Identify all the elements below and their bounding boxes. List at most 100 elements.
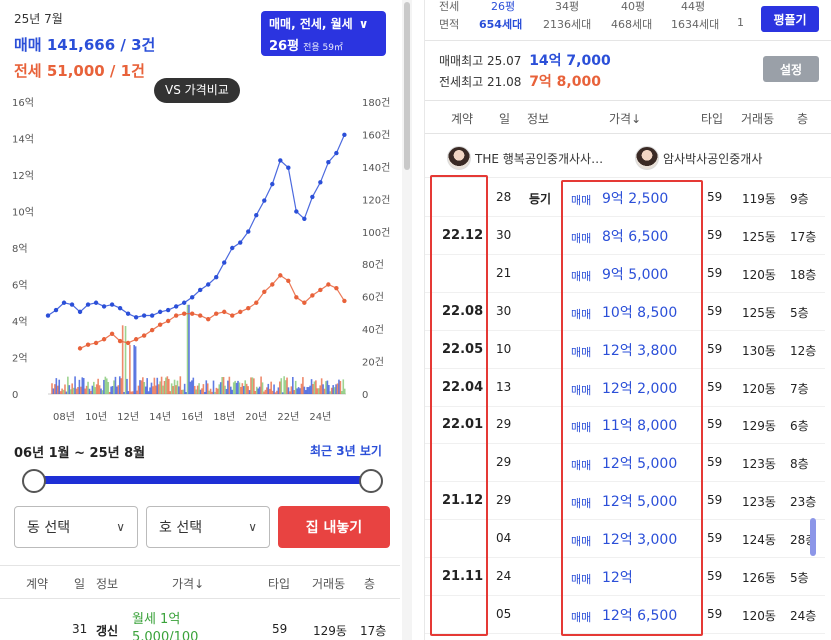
table-row[interactable]: 21.11 24 매매 12억 59 126동 5층 <box>425 558 825 596</box>
sale-point[interactable] <box>77 309 83 315</box>
col-day[interactable]: 일 <box>74 577 86 591</box>
sale-point[interactable] <box>262 198 267 203</box>
sale-point[interactable] <box>101 304 107 309</box>
sale-point[interactable] <box>45 313 51 318</box>
jeonse-point[interactable] <box>198 313 203 318</box>
sale-point[interactable] <box>165 307 171 313</box>
jeonse-point[interactable] <box>133 337 139 342</box>
sale-point[interactable] <box>157 309 163 315</box>
col-type[interactable]: 타입 <box>268 577 291 591</box>
agent-1[interactable]: THE 행복공인중개사사… <box>447 146 603 170</box>
jeonse-point[interactable] <box>310 293 315 298</box>
sale-point[interactable] <box>302 216 307 221</box>
col-dong[interactable]: 거래동 <box>741 112 775 126</box>
sale-point[interactable] <box>69 302 75 307</box>
table-row[interactable]: 22.08 30 매매 10억 8,500 59 125동 5층 <box>425 293 825 331</box>
period-slider-track[interactable] <box>34 476 372 484</box>
table-row[interactable]: 21 매매 9억 5,000 59 120동 18층 <box>425 255 825 293</box>
jeonse-point[interactable] <box>125 340 131 346</box>
table-row[interactable]: 05 매매 12억 6,500 59 120동 24층 <box>425 596 825 634</box>
jeonse-point[interactable] <box>286 278 291 284</box>
table-row[interactable]: 31 갱신 월세 1억 5,000/100 59 129동 17층 <box>0 600 400 640</box>
sale-point[interactable] <box>270 181 275 187</box>
jeonse-point[interactable] <box>238 309 243 315</box>
sale-point[interactable] <box>109 302 115 307</box>
sale-point[interactable] <box>214 275 219 280</box>
jeonse-point[interactable] <box>294 295 299 300</box>
jeonse-point[interactable] <box>173 313 179 318</box>
vs-compare-button[interactable]: VS 가격비교 <box>154 78 240 103</box>
table-row[interactable]: 22.04 13 매매 12억 2,000 59 120동 7층 <box>425 369 825 407</box>
sale-point[interactable] <box>53 307 59 313</box>
ho-select[interactable]: 호 선택 ∨ <box>146 506 270 548</box>
jeonse-point[interactable] <box>254 300 259 305</box>
sale-point[interactable] <box>198 287 203 293</box>
col-floor[interactable]: 층 <box>364 577 376 591</box>
jeonse-point[interactable] <box>334 285 339 291</box>
jeonse-point[interactable] <box>117 338 123 344</box>
left-scrollbar[interactable] <box>402 0 412 640</box>
table-row[interactable]: 22.05 10 매매 12억 3,800 59 130동 12층 <box>425 331 825 369</box>
sale-point[interactable] <box>141 313 147 318</box>
settings-button[interactable]: 설정 <box>763 56 819 82</box>
jeonse-point[interactable] <box>101 337 107 342</box>
table-row[interactable]: 29 매매 12억 5,000 59 123동 8층 <box>425 444 825 483</box>
col-info[interactable]: 정보 <box>527 112 550 126</box>
sale-point[interactable] <box>189 295 195 300</box>
col-contract[interactable]: 계약 <box>451 112 474 126</box>
left-scrollbar-thumb[interactable] <box>404 2 410 170</box>
jeonse-point[interactable] <box>157 322 163 327</box>
sale-point[interactable] <box>125 311 131 316</box>
sale-point[interactable] <box>286 165 291 170</box>
jeonse-point[interactable] <box>222 309 227 315</box>
jeonse-point[interactable] <box>93 340 99 346</box>
area-tab-26[interactable]: 26평 <box>491 0 516 13</box>
jeonse-point[interactable] <box>326 282 331 287</box>
sale-point[interactable] <box>246 229 251 234</box>
sale-point[interactable] <box>230 245 235 251</box>
col-info[interactable]: 정보 <box>96 577 119 591</box>
sale-point[interactable] <box>238 240 243 245</box>
table-row[interactable]: 22.12 30 매매 8억 6,500 59 125동 17층 <box>425 217 825 255</box>
list-house-button[interactable]: 집 내놓기 <box>278 506 390 548</box>
jeonse-point[interactable] <box>302 300 307 305</box>
area-tab-34[interactable]: 34평 <box>555 0 580 13</box>
table-row[interactable]: 04 매매 12억 3,000 59 124동 28층 <box>425 520 825 559</box>
table-row[interactable]: 22.01 29 매매 11억 8,000 59 129동 6층 <box>425 406 825 445</box>
sale-point[interactable] <box>222 260 227 265</box>
jeonse-point[interactable] <box>85 342 91 347</box>
trade-type-selector[interactable]: 매매, 전세, 월세 ∨ 26평 전용 59㎡ <box>261 11 386 56</box>
col-contract[interactable]: 계약 <box>26 577 49 591</box>
right-scrollbar-thumb[interactable] <box>810 518 816 556</box>
jeonse-point[interactable] <box>109 331 115 336</box>
col-price[interactable]: 가격↓ <box>609 112 642 126</box>
jeonse-point[interactable] <box>262 289 267 294</box>
sale-point[interactable] <box>93 300 99 305</box>
sale-point[interactable] <box>173 304 179 309</box>
sale-point[interactable] <box>334 150 339 156</box>
jeonse-point[interactable] <box>165 318 171 324</box>
sale-point[interactable] <box>206 282 211 287</box>
sale-point[interactable] <box>278 158 283 163</box>
jeonse-point[interactable] <box>246 306 251 311</box>
jeonse-point[interactable] <box>270 282 275 287</box>
table-row[interactable]: 28 등기 매매 9억 2,500 59 119동 9층 <box>425 179 825 217</box>
sale-point[interactable] <box>61 300 67 305</box>
sale-point[interactable] <box>294 209 299 214</box>
price-chart[interactable]: 0 2억 4억 6억 8억 10억 12억 14억 16억 0 20건 40건 60건 80건 100건 12… <box>0 92 400 428</box>
sale-point[interactable] <box>85 302 91 307</box>
sale-point[interactable] <box>318 180 323 185</box>
col-dong[interactable]: 거래동 <box>312 577 346 591</box>
jeonse-point[interactable] <box>189 311 195 316</box>
pyeong-fold-button[interactable]: 평플기 <box>761 6 819 32</box>
sale-point[interactable] <box>117 306 123 311</box>
jeonse-point[interactable] <box>318 287 323 293</box>
sale-point[interactable] <box>181 300 187 305</box>
jeonse-point[interactable] <box>214 311 219 316</box>
table-row[interactable]: 21.12 29 매매 12억 5,000 59 123동 23층 <box>425 482 825 521</box>
jeonse-point[interactable] <box>77 346 83 351</box>
col-price[interactable]: 가격↓ <box>172 577 205 591</box>
sale-point[interactable] <box>149 313 155 318</box>
period-slider-start-handle[interactable] <box>22 469 46 493</box>
dong-select[interactable]: 동 선택 ∨ <box>14 506 138 548</box>
